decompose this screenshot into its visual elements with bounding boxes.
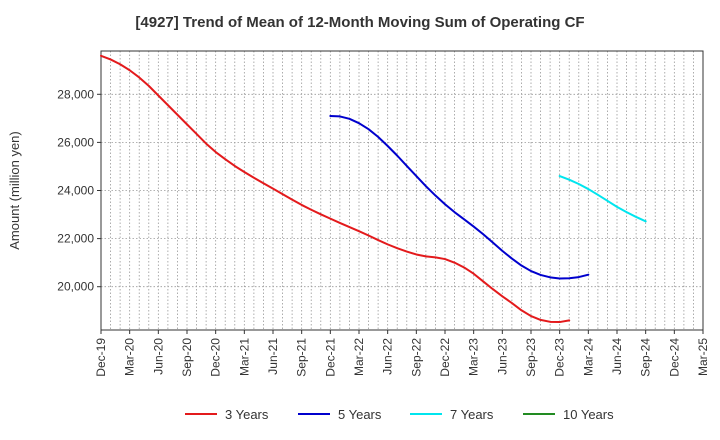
x-tick-label: Jun-23 <box>495 338 509 375</box>
x-tick-label: Sep-21 <box>295 338 309 377</box>
y-axis-label: Amount (million yen) <box>7 131 22 250</box>
x-tick-label: Sep-24 <box>639 338 653 377</box>
x-tick-label: Dec-24 <box>667 338 681 377</box>
y-tick-label: 28,000 <box>57 87 94 101</box>
chart-title: [4927] Trend of Mean of 12-Month Moving … <box>135 14 585 31</box>
x-tick-label: Mar-21 <box>237 338 251 376</box>
y-tick-label: 20,000 <box>57 280 94 294</box>
series-line-7-years <box>558 175 647 223</box>
x-tick-label: Mar-23 <box>467 338 481 376</box>
series-line-5-years <box>329 114 590 280</box>
x-tick-label: Dec-20 <box>209 338 223 377</box>
x-tick-label: Jun-21 <box>266 338 280 375</box>
x-tick-label: Sep-20 <box>180 338 194 377</box>
x-tick-label: Mar-20 <box>123 338 137 376</box>
legend-label: 7 Years <box>450 407 494 422</box>
legend-label: 3 Years <box>225 407 269 422</box>
y-tick-label: 26,000 <box>57 135 94 149</box>
x-tick-label: Mar-22 <box>352 338 366 376</box>
series-line-3-years <box>100 54 571 324</box>
legend-label: 5 Years <box>338 407 382 422</box>
legend-label: 10 Years <box>563 407 614 422</box>
x-tick-label: Mar-25 <box>696 338 710 376</box>
x-tick-label: Dec-21 <box>323 338 337 377</box>
x-tick-label: Dec-22 <box>438 338 452 377</box>
y-tick-label: 22,000 <box>57 232 94 246</box>
x-tick-label: Jun-24 <box>610 338 624 375</box>
x-tick-label: Sep-22 <box>409 338 423 377</box>
x-tick-label: Dec-19 <box>94 338 108 377</box>
plot-frame <box>100 50 704 331</box>
x-tick-label: Mar-24 <box>581 338 595 376</box>
x-tick-label: Jun-22 <box>381 338 395 375</box>
y-tick-label: 24,000 <box>57 184 94 198</box>
x-tick-label: Sep-23 <box>524 338 538 377</box>
x-tick-label: Jun-20 <box>151 338 165 375</box>
x-tick-label: Dec-23 <box>553 338 567 377</box>
